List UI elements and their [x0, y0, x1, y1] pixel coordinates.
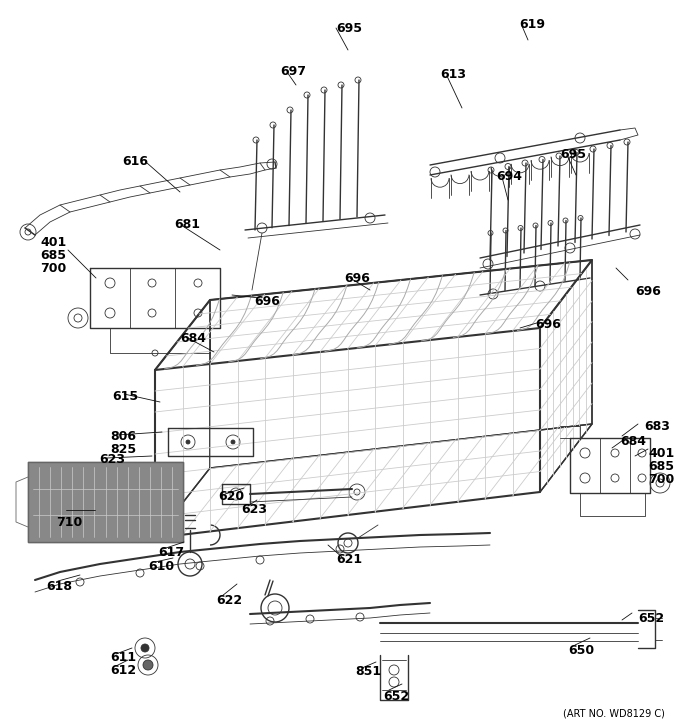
Text: 616: 616	[122, 155, 148, 168]
Bar	[28, 462, 183, 542]
Text: 695: 695	[336, 22, 362, 35]
Text: 401: 401	[40, 236, 66, 249]
Text: 621: 621	[336, 553, 362, 566]
Text: 851: 851	[355, 665, 381, 678]
Text: 685: 685	[648, 460, 674, 473]
Circle shape	[141, 644, 149, 652]
Text: 683: 683	[644, 420, 670, 433]
Text: 612: 612	[110, 664, 136, 677]
Text: (ART NO. WD8129 C): (ART NO. WD8129 C)	[563, 708, 665, 718]
Text: 695: 695	[560, 148, 586, 161]
Text: 681: 681	[174, 218, 200, 231]
Text: 618: 618	[46, 580, 72, 593]
Text: 684: 684	[180, 332, 206, 345]
Text: 611: 611	[110, 651, 136, 664]
Text: 696: 696	[344, 272, 370, 285]
Text: 620: 620	[218, 490, 244, 503]
Text: 697: 697	[280, 65, 306, 78]
Text: 710: 710	[56, 516, 82, 529]
Text: 652: 652	[383, 690, 409, 703]
Circle shape	[186, 440, 190, 444]
Text: 610: 610	[148, 560, 174, 573]
Text: 623: 623	[99, 453, 125, 466]
Text: 684: 684	[620, 435, 646, 448]
Text: 700: 700	[648, 473, 675, 486]
Text: 617: 617	[158, 546, 184, 559]
Text: 613: 613	[440, 68, 466, 81]
Text: 652: 652	[638, 612, 664, 625]
Text: 685: 685	[40, 249, 66, 262]
Text: 694: 694	[496, 170, 522, 183]
Text: 619: 619	[519, 18, 545, 31]
Text: 700: 700	[40, 262, 66, 275]
Text: 825: 825	[110, 443, 136, 456]
Text: 696: 696	[635, 285, 661, 298]
Text: 650: 650	[568, 644, 594, 657]
Text: 622: 622	[216, 594, 242, 607]
Text: 696: 696	[535, 318, 561, 331]
Text: 806: 806	[110, 430, 136, 443]
Text: 696: 696	[254, 295, 280, 308]
Circle shape	[231, 440, 235, 444]
Circle shape	[143, 660, 153, 670]
Text: 623: 623	[241, 503, 267, 516]
Text: 615: 615	[112, 390, 138, 403]
Text: 401: 401	[648, 447, 675, 460]
